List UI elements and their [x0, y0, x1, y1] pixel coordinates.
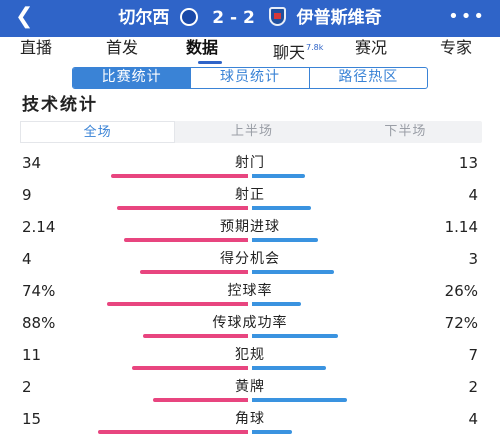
stat-label: 角球	[235, 411, 265, 427]
stat-home-bar	[140, 270, 248, 274]
stat-away-bar	[252, 366, 326, 370]
stat-home-bar	[153, 398, 248, 402]
stat-away-value: 7	[468, 346, 478, 364]
section-title: 技术统计	[22, 95, 98, 115]
stat-row: 88% 传球成功率 72%	[0, 314, 500, 342]
main-nav-tabs: 直播 首发 数据 聊天7.8k 赛况 专家	[0, 37, 500, 67]
tab-data[interactable]: 数据	[186, 38, 219, 57]
stat-home-value: 15	[22, 410, 42, 428]
stat-home-bar	[111, 174, 248, 178]
subtab-player-stats[interactable]: 球员统计	[191, 68, 310, 88]
stat-away-bar	[252, 398, 347, 402]
stat-row: 9 射正 4	[0, 186, 500, 214]
tab-live[interactable]: 直播	[20, 38, 53, 57]
stat-away-bar	[252, 174, 305, 178]
tab-lineup[interactable]: 首发	[106, 38, 139, 57]
stat-away-bar	[252, 206, 311, 210]
tab-chat[interactable]: 聊天7.8k	[273, 37, 323, 64]
chevron-left-icon[interactable]: ❮	[15, 4, 34, 29]
stat-row: 2 黄牌 2	[0, 378, 500, 406]
stat-label: 传球成功率	[212, 315, 288, 331]
subtab-heatmap[interactable]: 路径热区	[338, 69, 399, 85]
stat-home-bar	[132, 366, 248, 370]
stat-row: 4 得分机会 3	[0, 250, 500, 278]
stat-home-value: 74%	[22, 282, 56, 300]
stat-label: 射门	[235, 155, 265, 171]
stat-away-value: 26%	[444, 282, 478, 300]
away-team-name: 伊普斯维奇	[296, 8, 382, 28]
chelsea-crest-icon	[179, 8, 198, 26]
stat-away-bar	[252, 270, 334, 274]
stat-row: 34 射门 13	[0, 154, 500, 182]
stat-home-value: 88%	[22, 314, 56, 332]
stat-away-value: 72%	[444, 314, 478, 332]
stat-label: 得分机会	[220, 251, 280, 267]
stat-away-value: 1.14	[444, 218, 478, 236]
stat-home-value: 34	[22, 154, 42, 172]
period-selector: 全场 上半场 下半场	[20, 121, 482, 143]
match-header: ❮ 切尔西 2 - 2 伊普斯维奇 •••	[0, 0, 500, 37]
stat-away-bar	[252, 238, 318, 242]
stat-label: 犯规	[235, 347, 265, 363]
stat-away-value: 3	[468, 250, 478, 268]
stat-row: 15 角球 4	[0, 410, 500, 438]
stat-label: 控球率	[227, 283, 273, 299]
stat-away-value: 2	[468, 378, 478, 396]
tab-expert[interactable]: 专家	[440, 38, 473, 57]
stat-home-value: 2	[22, 378, 32, 396]
stats-subtabs: 比赛统计 球员统计 路径热区	[72, 67, 428, 89]
period-first-half[interactable]: 上半场	[230, 124, 273, 139]
stat-label: 黄牌	[235, 379, 265, 395]
stat-away-value: 4	[468, 410, 478, 428]
stat-home-bar	[124, 238, 248, 242]
stat-row: 2.14 预期进球 1.14	[0, 218, 500, 246]
more-dots-icon[interactable]: •••	[448, 6, 486, 27]
match-scoreline: 切尔西 2 - 2 伊普斯维奇	[0, 7, 500, 29]
period-full-match[interactable]: 全场	[20, 121, 176, 143]
ipswich-crest-icon	[269, 7, 287, 26]
stat-away-value: 4	[468, 186, 478, 204]
subtab-match-stats[interactable]: 比赛统计	[73, 68, 192, 88]
stat-away-bar	[252, 430, 292, 434]
stat-home-bar	[117, 206, 248, 210]
stat-home-value: 2.14	[22, 218, 56, 236]
stat-home-bar	[143, 334, 248, 338]
tab-match-report[interactable]: 赛况	[355, 38, 388, 57]
stat-home-bar	[107, 302, 248, 306]
stat-home-value: 9	[22, 186, 32, 204]
home-team-name: 切尔西	[118, 8, 170, 28]
stat-away-bar	[252, 334, 338, 338]
active-tab-indicator	[198, 61, 222, 64]
period-second-half[interactable]: 下半场	[384, 124, 427, 139]
stat-home-bar	[98, 430, 248, 434]
chat-count-badge: 7.8k	[306, 43, 324, 52]
stat-row: 11 犯规 7	[0, 346, 500, 374]
stat-label: 预期进球	[220, 219, 280, 235]
stat-away-bar	[252, 302, 301, 306]
tab-chat-label: 聊天	[273, 43, 306, 62]
match-score: 2 - 2	[212, 8, 255, 28]
stat-away-value: 13	[458, 154, 478, 172]
stat-home-value: 11	[22, 346, 42, 364]
stat-label: 射正	[235, 187, 265, 203]
stat-home-value: 4	[22, 250, 32, 268]
stat-row: 74% 控球率 26%	[0, 282, 500, 310]
